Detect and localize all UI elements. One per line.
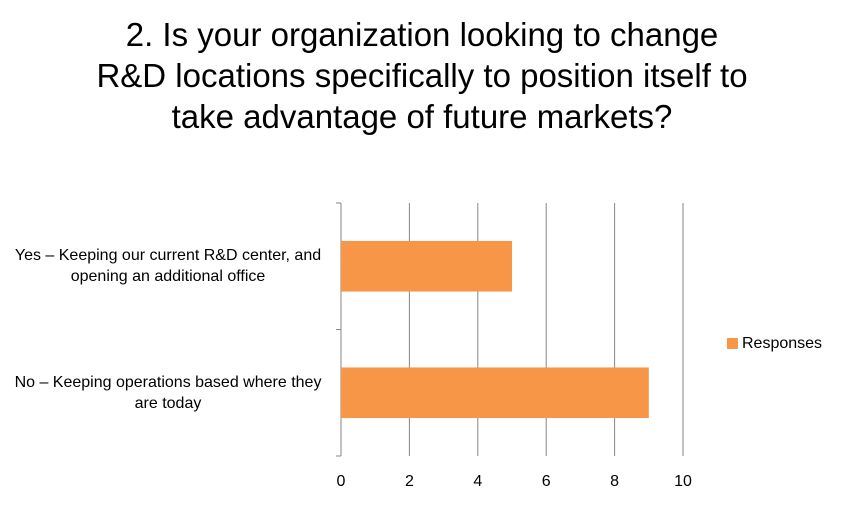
x-tick-label: 2 xyxy=(405,473,414,490)
y-tick-label: Yes – Keeping our current R&D center, an… xyxy=(14,247,322,286)
bar xyxy=(341,367,649,419)
x-tick-label: 10 xyxy=(674,473,692,490)
x-tick-label: 6 xyxy=(542,473,551,490)
legend-swatch xyxy=(727,338,738,349)
chart-title: 2. Is your organization looking to chang… xyxy=(96,16,748,135)
legend-label: Responses xyxy=(742,335,822,352)
x-tick-label: 0 xyxy=(337,473,346,490)
bar xyxy=(341,240,512,292)
y-tick-label: No – Keeping operations based where they… xyxy=(14,373,322,412)
x-tick-label: 4 xyxy=(473,473,482,490)
x-tick-label: 8 xyxy=(610,473,619,490)
